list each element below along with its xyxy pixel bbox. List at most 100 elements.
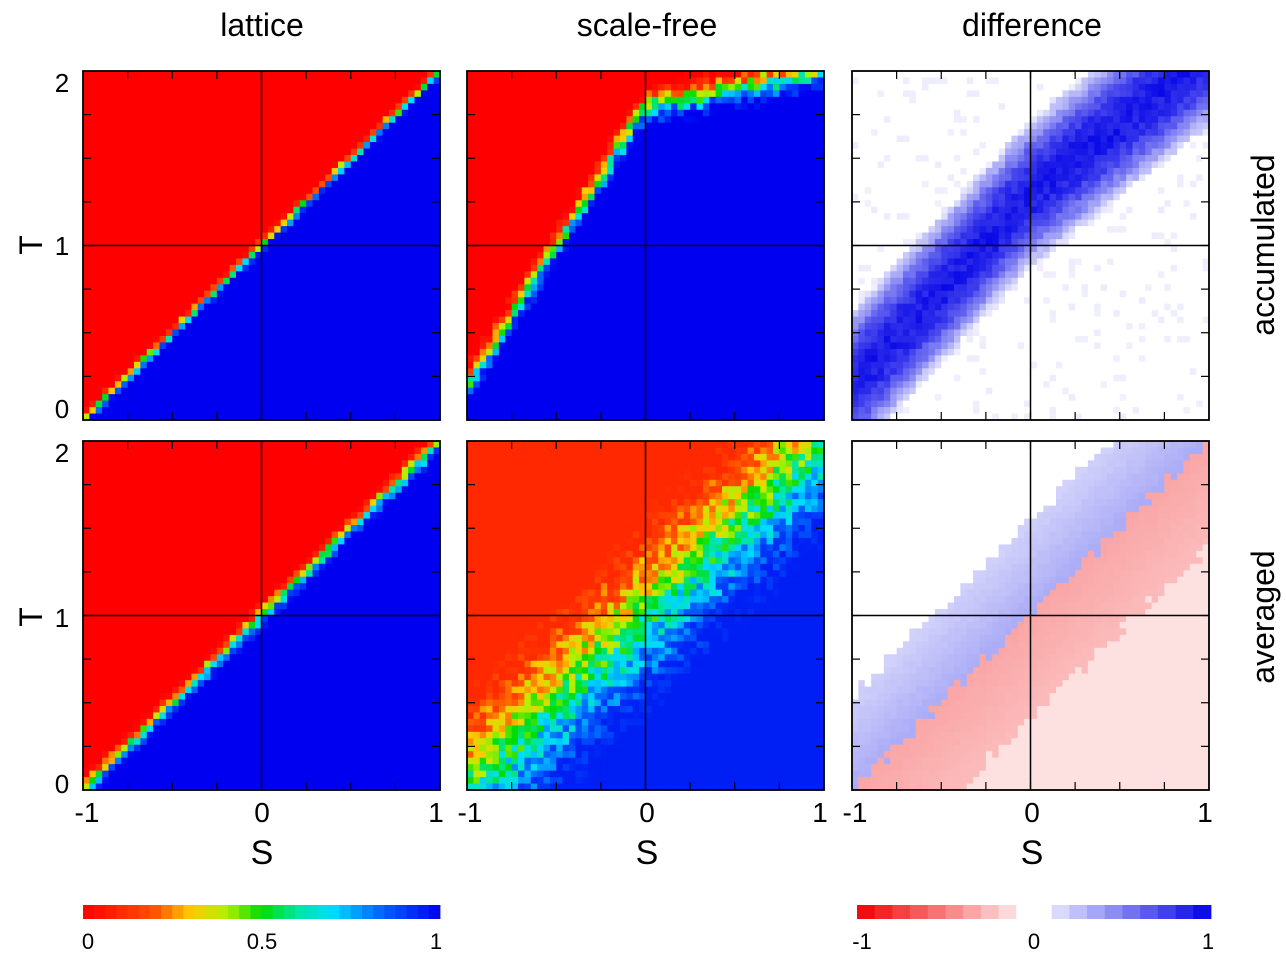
heatmap-cell xyxy=(172,142,180,150)
heatmap-cell xyxy=(108,161,116,169)
heatmap-cell xyxy=(357,83,365,91)
heatmap-cell xyxy=(620,155,627,163)
heatmap-cell xyxy=(210,232,218,240)
heatmap-cell xyxy=(134,368,141,376)
heatmap-cell xyxy=(248,226,256,234)
heatmap-cell xyxy=(420,329,428,337)
heatmap-cell xyxy=(677,232,685,240)
heatmap-cell xyxy=(146,193,154,201)
heatmap-cell xyxy=(204,342,212,350)
heatmap-cell xyxy=(172,135,180,143)
heatmap-cell xyxy=(331,71,339,79)
heatmap-cell xyxy=(395,387,403,395)
heatmap-cell xyxy=(197,323,205,331)
heatmap-cell xyxy=(306,206,314,214)
heatmap-cell xyxy=(408,251,416,260)
heatmap-cell xyxy=(645,361,653,369)
heatmap-cell xyxy=(172,193,180,201)
heatmap-cell xyxy=(331,251,339,260)
heatmap-cell xyxy=(267,219,275,227)
heatmap-cell xyxy=(588,277,596,285)
heatmap-cell xyxy=(242,193,250,201)
heatmap-cell xyxy=(408,96,416,104)
heatmap-cell xyxy=(261,193,269,201)
heatmap-cell xyxy=(620,103,627,111)
heatmap-cell xyxy=(306,413,314,421)
heatmap-cell xyxy=(331,394,339,402)
heatmap-cell xyxy=(376,206,384,214)
heatmap-cell xyxy=(556,239,564,247)
heatmap-cell xyxy=(467,316,474,324)
heatmap-cell xyxy=(479,135,487,143)
heatmap-cell xyxy=(261,374,269,382)
heatmap-cell xyxy=(492,109,500,117)
heatmap-cell xyxy=(121,232,129,240)
heatmap-cell xyxy=(395,323,403,331)
heatmap-cell xyxy=(274,155,282,163)
heatmap-cell xyxy=(191,258,199,266)
heatmap-cell xyxy=(261,400,269,408)
heatmap-cell xyxy=(613,206,621,214)
heatmap-cell xyxy=(524,342,532,350)
heatmap-cell xyxy=(102,161,110,169)
heatmap-cell xyxy=(600,394,608,402)
heatmap-cell xyxy=(639,323,647,331)
heatmap-cell xyxy=(395,77,403,85)
heatmap-cell xyxy=(357,232,365,240)
heatmap-cell xyxy=(140,368,148,376)
heatmap-cell xyxy=(350,387,358,395)
heatmap-cell xyxy=(543,323,551,331)
heatmap-cell xyxy=(658,213,666,221)
heatmap-cell xyxy=(153,355,161,363)
heatmap-cell xyxy=(140,116,148,124)
heatmap-cell xyxy=(350,155,358,163)
heatmap-cell xyxy=(318,361,326,369)
heatmap-cell xyxy=(420,148,428,156)
heatmap-cell xyxy=(369,109,377,117)
heatmap-cell xyxy=(505,122,513,130)
heatmap-cell xyxy=(108,277,116,285)
heatmap-cell xyxy=(287,71,294,79)
heatmap-cell xyxy=(223,122,231,130)
heatmap-cell xyxy=(401,258,409,266)
heatmap-cell xyxy=(433,213,441,221)
heatmap-cell xyxy=(632,142,640,150)
heatmap-cell xyxy=(505,187,513,195)
heatmap-cell xyxy=(401,193,409,201)
heatmap-cell xyxy=(626,400,634,408)
heatmap-cell xyxy=(274,135,282,143)
heatmap-cell xyxy=(197,167,205,175)
heatmap-cell xyxy=(395,251,403,260)
heatmap-cell xyxy=(414,361,422,369)
heatmap-cell xyxy=(677,394,685,402)
heatmap-cell xyxy=(594,348,602,356)
heatmap-cell xyxy=(287,155,294,163)
heatmap-cell xyxy=(479,96,487,104)
heatmap-cell xyxy=(632,77,640,85)
heatmap-cell xyxy=(325,310,333,318)
heatmap-cell xyxy=(114,155,122,163)
heatmap-cell xyxy=(562,335,570,344)
heatmap-cell xyxy=(420,200,428,208)
heatmap-cell xyxy=(671,413,678,421)
heatmap-cell xyxy=(172,277,180,285)
heatmap-cell xyxy=(664,355,672,363)
heatmap-cell xyxy=(344,361,352,369)
heatmap-cell xyxy=(299,303,307,311)
heatmap-cell xyxy=(575,213,583,221)
heatmap-cell xyxy=(556,355,564,363)
heatmap-cell xyxy=(549,374,557,382)
heatmap-cell xyxy=(486,303,494,311)
heatmap-cell xyxy=(108,329,116,337)
heatmap-cell xyxy=(204,271,212,279)
heatmap-scale-free-accumulated xyxy=(466,70,825,421)
heatmap-cell xyxy=(581,245,589,253)
heatmap-cell xyxy=(89,200,97,208)
heatmap-cell xyxy=(486,200,494,208)
heatmap-cell xyxy=(645,103,653,111)
heatmap-cell xyxy=(498,251,506,260)
heatmap-cell xyxy=(312,109,320,117)
heatmap-cell xyxy=(562,297,570,305)
heatmap-cell xyxy=(293,303,301,311)
heatmap-cell xyxy=(581,167,589,175)
